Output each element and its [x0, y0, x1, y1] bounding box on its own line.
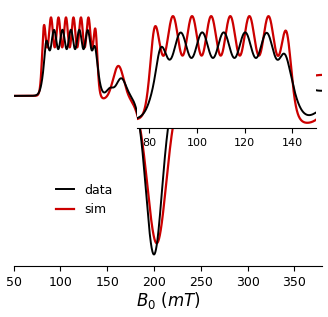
X-axis label: $\it{B}_{0}$ $\it{(mT)}$: $\it{B}_{0}$ $\it{(mT)}$ [136, 290, 200, 311]
Legend: data, sim: data, sim [51, 179, 118, 221]
